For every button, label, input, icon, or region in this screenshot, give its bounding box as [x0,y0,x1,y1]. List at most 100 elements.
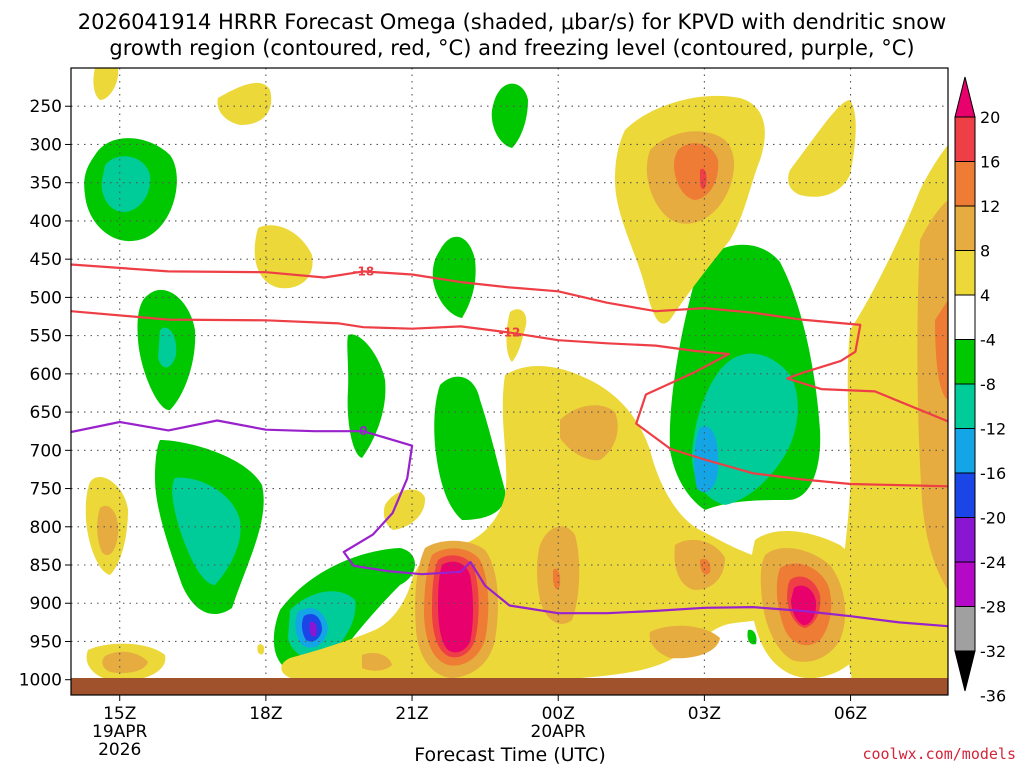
omega-area [747,629,757,645]
colorbar: 20 16 12 8 4 -4 -8 -12 -16 -20 -24 -28 -32 -36 [954,76,1006,706]
omega-area [362,653,392,671]
omega-area [438,561,473,653]
omega-area [788,100,856,197]
colorbar-label: 8 [980,242,990,261]
omega-area [281,365,786,683]
colorbar-label: 4 [980,286,990,305]
contour-label: 0 [359,424,367,438]
omega-area [935,300,948,400]
contour-freezing-level [71,419,948,628]
y-tick-label: 950 [30,632,62,652]
omega-area [692,353,798,505]
chart-contour-labels: -18 -12 0 [352,264,521,438]
y-tick-label: 750 [30,480,62,500]
x-axis-label: Forecast Time (UTC) [414,744,606,766]
omega-area [491,83,528,148]
omega-area [102,651,148,674]
y-tick-label: 800 [30,518,62,538]
omega-area [674,539,725,590]
x-tick-date: 20APR [531,722,587,742]
omega-area [434,376,506,520]
contour-label: -18 [352,264,374,278]
colorbar-segment [954,517,976,563]
contour-dgz-upper [71,263,948,423]
y-tick-label: 250 [30,97,62,117]
colorbar-label: -16 [980,464,1006,483]
omega-area [791,585,817,626]
y-tick-label: 700 [30,441,62,461]
y-tick-label: 300 [30,135,62,155]
y-tick-label: 500 [30,288,62,308]
chart-title-line-2: growth region (contoured, red, °C) and f… [109,36,915,60]
x-tick-label: 21Z [395,704,428,724]
chart-title-line-1: 2026041914 HRRR Forecast Omega (shaded, … [77,10,947,34]
colorbar-label: 12 [980,197,1000,216]
omega-area [101,156,151,212]
y-tick-label: 600 [30,365,62,385]
y-tick-label: 650 [30,403,62,423]
omega-area [257,644,265,655]
colorbar-label: -20 [980,509,1006,528]
contour-label: -12 [499,326,521,340]
colorbar-segment [954,294,976,340]
x-tick-date: 19APR [92,722,148,742]
omega-area [700,168,707,190]
contour-dgz-lower [71,310,948,488]
omega-area [917,200,948,590]
colorbar-label: -36 [980,687,1006,706]
colorbar-segment [954,472,976,518]
x-tick-label: 15Z [103,704,136,724]
omega-area [217,82,272,125]
chart-grid [71,68,948,695]
x-tick-label: 00Z [542,704,575,724]
x-tick-year: 2026 [98,740,141,760]
colorbar-segment [954,116,976,162]
y-tick-label: 550 [30,327,62,347]
colorbar-segment [954,250,976,296]
y-tick-label: 400 [30,212,62,232]
colorbar-segment [954,339,976,385]
colorbar-segment [954,205,976,251]
plot-frame [70,67,949,696]
chart-contours [71,263,948,628]
y-tick-label: 1000 [19,671,62,691]
colorbar-label: -8 [980,375,996,394]
colorbar-bottom-triangle [954,650,976,692]
colorbar-segment [954,428,976,474]
omega-area [700,558,711,575]
colorbar-label: 20 [980,108,1000,127]
colorbar-top-triangle [954,76,976,118]
omega-area [158,327,177,368]
y-tick-label: 850 [30,556,62,576]
x-tick-label: 18Z [249,704,282,724]
omega-area [347,334,386,458]
omega-area [895,653,911,668]
omega-area [674,143,719,200]
colorbar-segment [954,161,976,207]
omega-area [560,405,618,461]
x-tick-label: 03Z [688,704,721,724]
omega-shading [84,68,948,695]
credit-link[interactable]: coolwx.com/models [862,745,1016,763]
colorbar-label: -32 [980,642,1006,661]
omega-area [383,489,426,530]
y-tick-label: 900 [30,594,62,614]
omega-area [254,225,313,289]
y-axis: 250 300 350 400 450 500 550 600 650 700 750 800 850 9… [19,97,71,691]
colorbar-segment [954,383,976,429]
colorbar-segment [954,561,976,607]
colorbar-label: -28 [980,598,1006,617]
ground-strip [71,678,948,695]
colorbar-label: -4 [980,331,996,350]
omega-area [309,621,317,637]
y-tick-label: 350 [30,174,62,194]
omega-area [172,477,241,585]
colorbar-segment [954,606,976,652]
omega-area [506,309,527,362]
y-tick-label: 450 [30,250,62,270]
x-tick-label: 06Z [834,704,867,724]
omega-area [432,236,476,318]
colorbar-label: -24 [980,553,1006,572]
